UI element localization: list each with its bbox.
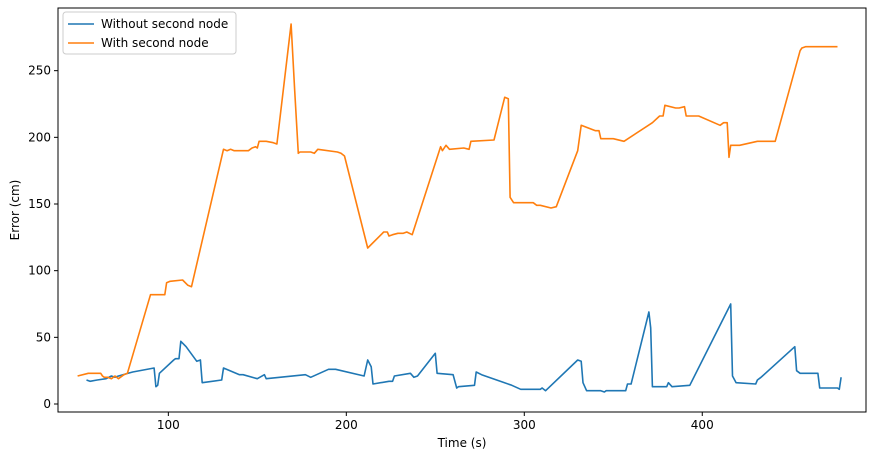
legend-label-without-second-node: Without second node [101, 17, 228, 31]
y-tick-label: 150 [28, 197, 51, 211]
x-tick-label: 300 [513, 418, 536, 432]
y-tick-label: 100 [28, 264, 51, 278]
legend-box [62, 11, 237, 55]
y-tick-label: 250 [28, 64, 51, 78]
series-line-without-second-node [86, 303, 842, 393]
x-tick-label: 400 [691, 418, 714, 432]
y-tick-label: 200 [28, 130, 51, 144]
x-axis: 100 200 300 400 [157, 412, 714, 432]
y-tick-label: 0 [43, 397, 51, 411]
x-axis-label: Time (s) [437, 436, 487, 450]
x-tick-label: 200 [335, 418, 358, 432]
plot-frame [57, 7, 867, 413]
y-tick-label: 50 [36, 330, 51, 344]
y-axis-label: Error (cm) [8, 180, 22, 241]
x-tick-label: 100 [157, 418, 180, 432]
legend: Without second node With second node [62, 11, 237, 55]
legend-label-with-second-node: With second node [101, 36, 209, 50]
series-line-with-second-node [77, 23, 838, 380]
y-axis: 0 50 100 150 200 250 [28, 64, 58, 411]
plot-lines [77, 23, 842, 393]
